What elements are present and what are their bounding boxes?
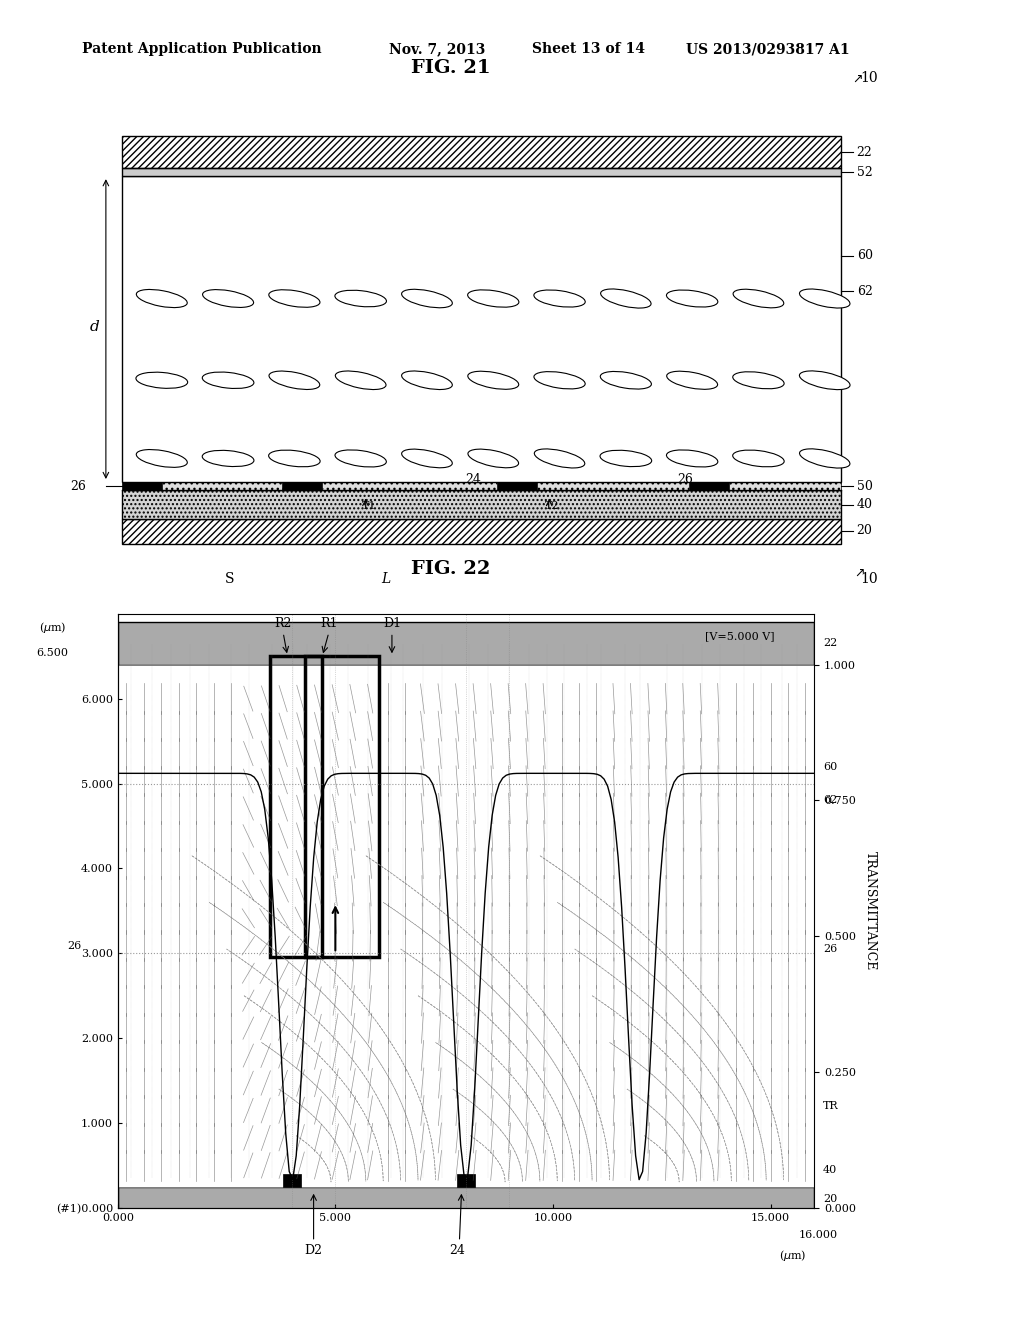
Text: 40: 40 bbox=[857, 498, 872, 511]
Text: S: S bbox=[225, 573, 234, 586]
Bar bbox=[162, 482, 282, 491]
Ellipse shape bbox=[534, 372, 585, 389]
Ellipse shape bbox=[136, 450, 187, 467]
Text: d: d bbox=[90, 319, 99, 334]
Text: 10: 10 bbox=[860, 573, 878, 586]
Ellipse shape bbox=[335, 371, 386, 389]
Text: $\nearrow$: $\nearrow$ bbox=[852, 566, 865, 579]
Text: D2: D2 bbox=[304, 1245, 323, 1258]
Text: T2: T2 bbox=[545, 502, 560, 511]
Ellipse shape bbox=[269, 371, 319, 389]
Bar bbox=[689, 482, 729, 491]
Ellipse shape bbox=[401, 289, 453, 308]
Ellipse shape bbox=[335, 450, 386, 467]
Bar bbox=[122, 519, 841, 544]
Text: L: L bbox=[381, 573, 390, 586]
Text: T1: T1 bbox=[361, 502, 376, 511]
Ellipse shape bbox=[667, 290, 718, 308]
Text: 20: 20 bbox=[823, 1195, 837, 1204]
Text: 10: 10 bbox=[860, 71, 878, 84]
Ellipse shape bbox=[534, 290, 586, 308]
Bar bbox=[283, 1173, 301, 1187]
Bar bbox=[729, 482, 841, 491]
Text: 60: 60 bbox=[823, 762, 837, 772]
Ellipse shape bbox=[800, 449, 850, 469]
Ellipse shape bbox=[733, 450, 784, 467]
Ellipse shape bbox=[535, 449, 585, 469]
Ellipse shape bbox=[667, 450, 718, 467]
Text: 24: 24 bbox=[465, 473, 481, 486]
Ellipse shape bbox=[600, 450, 651, 467]
Bar bbox=[538, 482, 689, 491]
Text: 26: 26 bbox=[68, 941, 81, 950]
Bar bbox=[118, 622, 814, 665]
Ellipse shape bbox=[203, 372, 254, 388]
Y-axis label: TRANSMITTANCE: TRANSMITTANCE bbox=[863, 851, 877, 970]
Bar bbox=[305, 656, 379, 957]
Bar bbox=[122, 177, 841, 482]
Bar bbox=[270, 656, 323, 957]
Bar bbox=[122, 491, 841, 519]
Ellipse shape bbox=[800, 371, 850, 389]
Text: Sheet 13 of 14: Sheet 13 of 14 bbox=[532, 42, 645, 57]
Ellipse shape bbox=[667, 371, 718, 389]
Ellipse shape bbox=[601, 289, 651, 308]
Text: US 2013/0293817 A1: US 2013/0293817 A1 bbox=[686, 42, 850, 57]
Bar bbox=[118, 1187, 814, 1212]
Text: 26: 26 bbox=[70, 479, 86, 492]
Ellipse shape bbox=[468, 449, 518, 467]
Ellipse shape bbox=[733, 372, 784, 389]
Text: 22: 22 bbox=[857, 145, 872, 158]
Ellipse shape bbox=[401, 371, 453, 389]
Text: 22: 22 bbox=[823, 639, 837, 648]
Ellipse shape bbox=[202, 450, 254, 466]
Text: Nov. 7, 2013: Nov. 7, 2013 bbox=[389, 42, 485, 57]
Ellipse shape bbox=[600, 371, 651, 389]
Bar bbox=[122, 482, 162, 491]
Ellipse shape bbox=[401, 449, 453, 467]
Text: R2: R2 bbox=[274, 616, 292, 630]
Text: Patent Application Publication: Patent Application Publication bbox=[82, 42, 322, 57]
Text: 26: 26 bbox=[677, 473, 693, 486]
Text: 40: 40 bbox=[823, 1164, 837, 1175]
Ellipse shape bbox=[203, 289, 254, 308]
Text: FIG. 21: FIG. 21 bbox=[411, 58, 490, 77]
Bar bbox=[322, 482, 498, 491]
Bar bbox=[122, 136, 841, 168]
Bar bbox=[118, 665, 814, 1187]
Text: 24: 24 bbox=[450, 1245, 465, 1258]
Text: 16.000: 16.000 bbox=[799, 1229, 838, 1239]
Text: [V=5.000 V]: [V=5.000 V] bbox=[706, 631, 775, 642]
Text: 26: 26 bbox=[823, 944, 837, 954]
Bar bbox=[282, 482, 322, 491]
Ellipse shape bbox=[800, 289, 850, 308]
Text: $\nearrow$: $\nearrow$ bbox=[850, 73, 863, 86]
Text: R1: R1 bbox=[321, 616, 338, 630]
Ellipse shape bbox=[468, 290, 519, 308]
Bar bbox=[457, 1173, 474, 1187]
Text: ($\mu$m): ($\mu$m) bbox=[778, 1247, 806, 1263]
Text: 62: 62 bbox=[823, 796, 837, 805]
Ellipse shape bbox=[335, 290, 386, 306]
Ellipse shape bbox=[136, 372, 187, 388]
Ellipse shape bbox=[136, 289, 187, 308]
Ellipse shape bbox=[733, 289, 783, 308]
Text: 20: 20 bbox=[857, 524, 872, 537]
Text: ($\mu$m): ($\mu$m) bbox=[39, 620, 67, 635]
Ellipse shape bbox=[269, 290, 319, 308]
Text: 60: 60 bbox=[857, 249, 872, 263]
Text: 52: 52 bbox=[857, 165, 872, 178]
Text: 62: 62 bbox=[857, 285, 872, 298]
Ellipse shape bbox=[468, 371, 519, 389]
Text: D1: D1 bbox=[383, 616, 401, 630]
Ellipse shape bbox=[268, 450, 321, 467]
Text: 50: 50 bbox=[857, 479, 872, 492]
Text: TR: TR bbox=[823, 1101, 839, 1111]
Bar bbox=[498, 482, 538, 491]
Bar bbox=[122, 168, 841, 177]
Text: 6.500: 6.500 bbox=[37, 648, 69, 659]
Text: FIG. 22: FIG. 22 bbox=[411, 560, 490, 578]
